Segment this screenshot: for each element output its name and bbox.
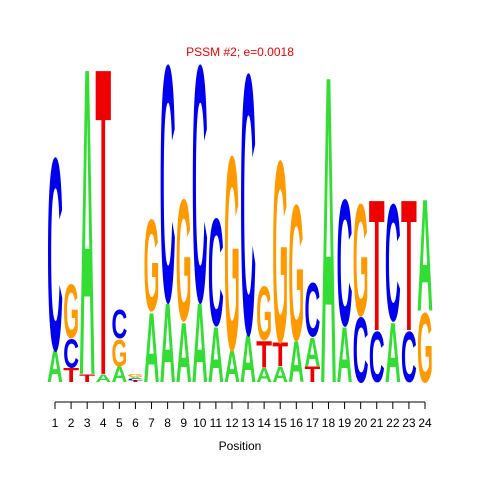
x-tick-label: 5 (116, 416, 123, 430)
logo-letter: C (63, 330, 79, 376)
logo-letter: C (305, 267, 321, 353)
x-tick-label: 8 (164, 416, 171, 430)
logo-letter: A (160, 281, 176, 407)
logo-letter: T (401, 162, 417, 371)
x-tick-label: 9 (180, 416, 187, 430)
logo-letter: A (305, 328, 321, 374)
logo-letter: G (353, 172, 369, 350)
x-tick-label: 7 (148, 416, 155, 430)
logo-letter: C (369, 318, 385, 398)
x-tick-label: 15 (274, 416, 288, 430)
logo-letter: G (417, 293, 433, 404)
logo-letter: T (95, 0, 111, 468)
logo-letter: C (192, 0, 208, 373)
x-tick-label: 6 (132, 416, 139, 430)
x-tick-label: 4 (100, 416, 107, 430)
logo-letter: C (111, 301, 127, 347)
logo-letter: A (224, 341, 240, 392)
logo-letter: A (79, 0, 95, 469)
logo-letter: C (337, 164, 353, 365)
logo-letter: T (63, 364, 79, 387)
logo-letter: G (272, 107, 288, 397)
logo-letter: A (208, 312, 224, 399)
logo-letter: T (256, 332, 272, 375)
logo-letter: G (288, 165, 304, 382)
chart-title: PSSM #2; e=0.0018 (186, 45, 294, 59)
x-tick-label: 1 (52, 416, 59, 430)
x-tick-label: 24 (418, 416, 432, 430)
logo-letter: C (385, 170, 401, 357)
logo-letter: G (256, 270, 272, 356)
x-tick-label: 12 (225, 416, 239, 430)
logo-letter: T (369, 162, 385, 371)
x-tick-label: 13 (241, 416, 255, 430)
x-tick-label: 11 (210, 416, 223, 430)
logo-letter: A (95, 372, 111, 385)
logo-letter: T (305, 362, 321, 387)
logo-letter: A (176, 305, 192, 401)
x-tick-label: 16 (290, 416, 304, 430)
logo-letter: C (240, 0, 256, 412)
logo-letter: C (160, 0, 176, 373)
x-tick-label: 3 (84, 416, 91, 430)
logo-letter: A (47, 341, 63, 392)
logo-letter: A (240, 320, 256, 397)
logo-letter: C (353, 299, 369, 402)
logo-letter: G (111, 331, 127, 375)
logo-letter: G (63, 268, 79, 354)
logo-letter: A (272, 362, 288, 387)
logo-letter: A (111, 362, 127, 387)
x-axis-label: Position (219, 439, 262, 453)
logo-letter: C (401, 318, 417, 398)
x-tick-label: 21 (370, 416, 384, 430)
logo-letter: T (79, 372, 95, 384)
logo-letter: G (144, 192, 160, 339)
logo-letter: T (272, 337, 288, 374)
logo-letter: T (128, 380, 144, 383)
logo-letter: A (417, 166, 433, 345)
logo-letter: C (208, 188, 224, 359)
logo-letter: G (224, 98, 240, 408)
logo-letter: C (128, 378, 144, 380)
x-tick-label: 23 (402, 416, 416, 430)
x-tick-label: 20 (354, 416, 368, 430)
x-tick-label: 2 (68, 416, 75, 430)
x-tick-label: 10 (193, 416, 207, 430)
logo-letter: A (288, 330, 304, 395)
logo-letter: G (176, 164, 192, 358)
logo-letter: A (337, 312, 353, 399)
logo-letter: A (128, 377, 144, 379)
x-tick-label: 19 (338, 416, 352, 430)
logo-letter: A (385, 305, 401, 401)
x-tick-label: 22 (386, 416, 400, 430)
logo-letter: A (321, 0, 337, 477)
logo-letter: A (256, 365, 272, 387)
logo-letter: A (192, 281, 208, 407)
logo-letter: G (128, 373, 144, 378)
x-tick-label: 17 (306, 416, 320, 430)
x-tick-label: 14 (257, 416, 271, 430)
logo-letter: A (144, 294, 160, 404)
logo-letter: C (47, 101, 63, 408)
x-tick-label: 18 (322, 416, 336, 430)
